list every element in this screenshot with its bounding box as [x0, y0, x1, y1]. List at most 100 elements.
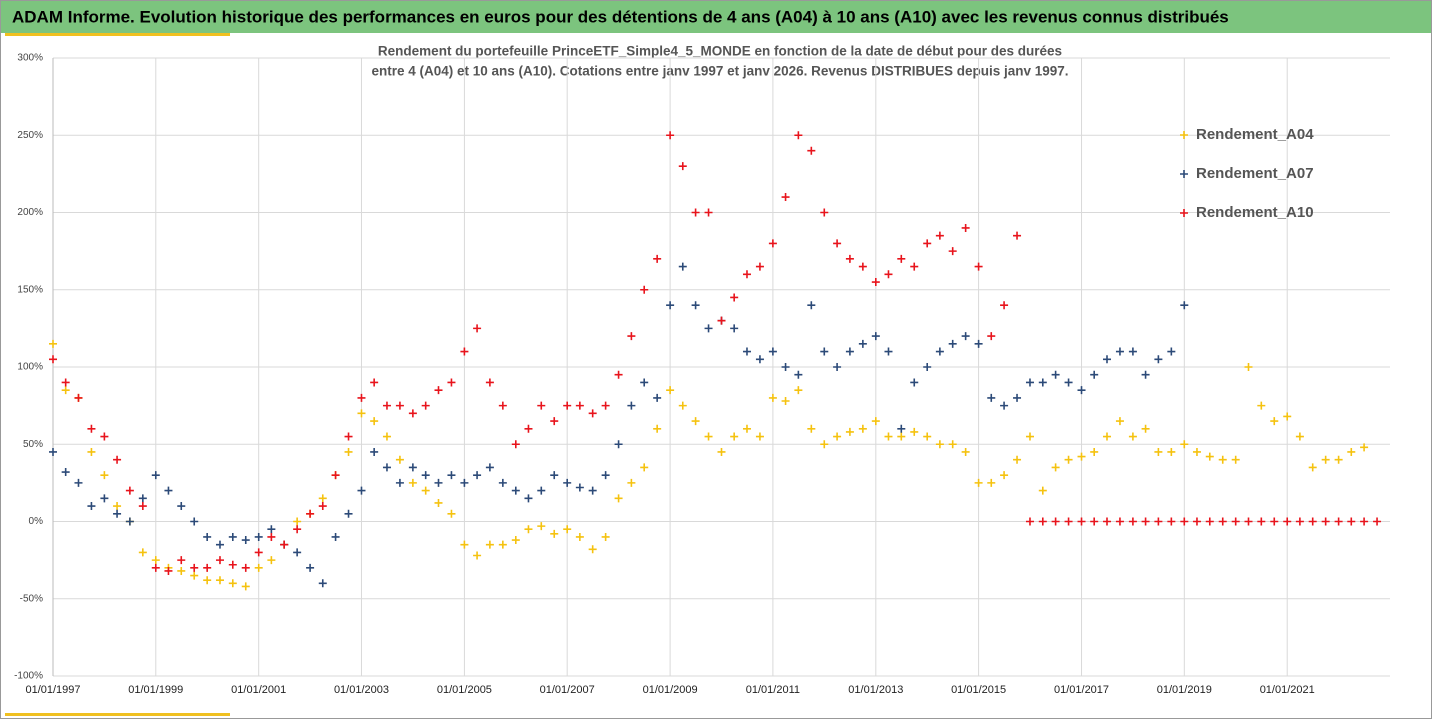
- point: [1321, 455, 1330, 464]
- point: [61, 386, 70, 395]
- point: [614, 440, 623, 449]
- point: [524, 525, 533, 534]
- point: [267, 556, 276, 565]
- point: [49, 447, 57, 456]
- point: [1141, 370, 1150, 379]
- point: [910, 262, 919, 271]
- point: [1218, 455, 1227, 464]
- point: [820, 347, 829, 356]
- point: [563, 478, 572, 487]
- point: [563, 525, 572, 534]
- point: [241, 582, 250, 591]
- point: [666, 301, 675, 310]
- point: [1231, 455, 1240, 464]
- point: [164, 566, 173, 575]
- point: [1167, 517, 1176, 526]
- point: [1205, 452, 1214, 461]
- point: [1090, 517, 1099, 526]
- point: [1077, 452, 1086, 461]
- point: [601, 532, 610, 541]
- point: [961, 447, 970, 456]
- point: [948, 440, 957, 449]
- point: [833, 363, 842, 371]
- point: [768, 393, 777, 402]
- point: [910, 378, 919, 387]
- point: [125, 517, 134, 526]
- point: [61, 468, 70, 477]
- point: [1321, 517, 1330, 526]
- point: [845, 427, 854, 436]
- x-tick-label: 01/01/2021: [1260, 684, 1315, 696]
- y-tick-label: 50%: [23, 439, 43, 450]
- point: [550, 529, 559, 538]
- decor-line: [5, 713, 230, 716]
- subtitle: Rendement du portefeuille PrinceETF_Simp…: [378, 44, 1062, 59]
- point: [1077, 386, 1086, 395]
- point: [653, 424, 662, 433]
- point: [382, 432, 391, 441]
- point: [961, 332, 970, 341]
- legend-label: Rendement_A10: [1196, 204, 1314, 221]
- point: [1013, 455, 1022, 464]
- point: [113, 509, 122, 518]
- point: [331, 532, 340, 541]
- point: [910, 427, 919, 436]
- point: [987, 478, 996, 487]
- point: [897, 254, 906, 263]
- point: [1270, 517, 1279, 526]
- point: [473, 324, 482, 333]
- x-tick-label: 01/01/2019: [1157, 684, 1212, 696]
- point: [781, 193, 790, 202]
- point: [203, 576, 212, 585]
- point: [1051, 370, 1060, 379]
- point: [935, 440, 944, 449]
- point: [884, 347, 893, 356]
- point: [498, 478, 507, 487]
- point: [113, 502, 122, 511]
- point: [485, 378, 494, 387]
- point: [1360, 443, 1369, 452]
- point: [987, 393, 996, 402]
- point: [575, 401, 584, 410]
- point: [511, 486, 520, 495]
- point: [1013, 393, 1022, 402]
- point: [923, 432, 932, 441]
- point: [254, 532, 263, 541]
- point: [511, 536, 520, 545]
- point: [794, 131, 803, 140]
- point: [704, 324, 713, 333]
- y-tick-label: -100%: [14, 671, 43, 682]
- x-tick-label: 01/01/2003: [334, 684, 389, 696]
- point: [717, 316, 726, 325]
- point: [434, 386, 443, 395]
- point: [1115, 517, 1124, 526]
- x-tick-label: 01/01/2001: [231, 684, 286, 696]
- point: [318, 502, 327, 511]
- x-tick-label: 01/01/2005: [437, 684, 492, 696]
- legend-marker: [1180, 209, 1188, 217]
- point: [1257, 517, 1266, 526]
- point: [987, 332, 996, 341]
- point: [1373, 517, 1382, 526]
- legend-marker: [1180, 170, 1188, 178]
- point: [1103, 355, 1111, 364]
- point: [485, 463, 494, 472]
- subtitle: entre 4 (A04) et 10 ans (A10). Cotations…: [371, 64, 1068, 79]
- point: [833, 239, 842, 248]
- point: [177, 566, 186, 575]
- point: [640, 378, 649, 387]
- point: [678, 401, 687, 410]
- point: [254, 548, 263, 557]
- point: [447, 509, 456, 518]
- point: [974, 339, 983, 348]
- point: [498, 540, 507, 549]
- point: [961, 223, 970, 232]
- point: [550, 417, 559, 426]
- point: [1128, 347, 1137, 356]
- point: [1154, 447, 1163, 456]
- point: [203, 563, 212, 572]
- point: [473, 551, 482, 560]
- point: [408, 463, 417, 472]
- x-tick-label: 01/01/2009: [643, 684, 698, 696]
- point: [1180, 301, 1189, 310]
